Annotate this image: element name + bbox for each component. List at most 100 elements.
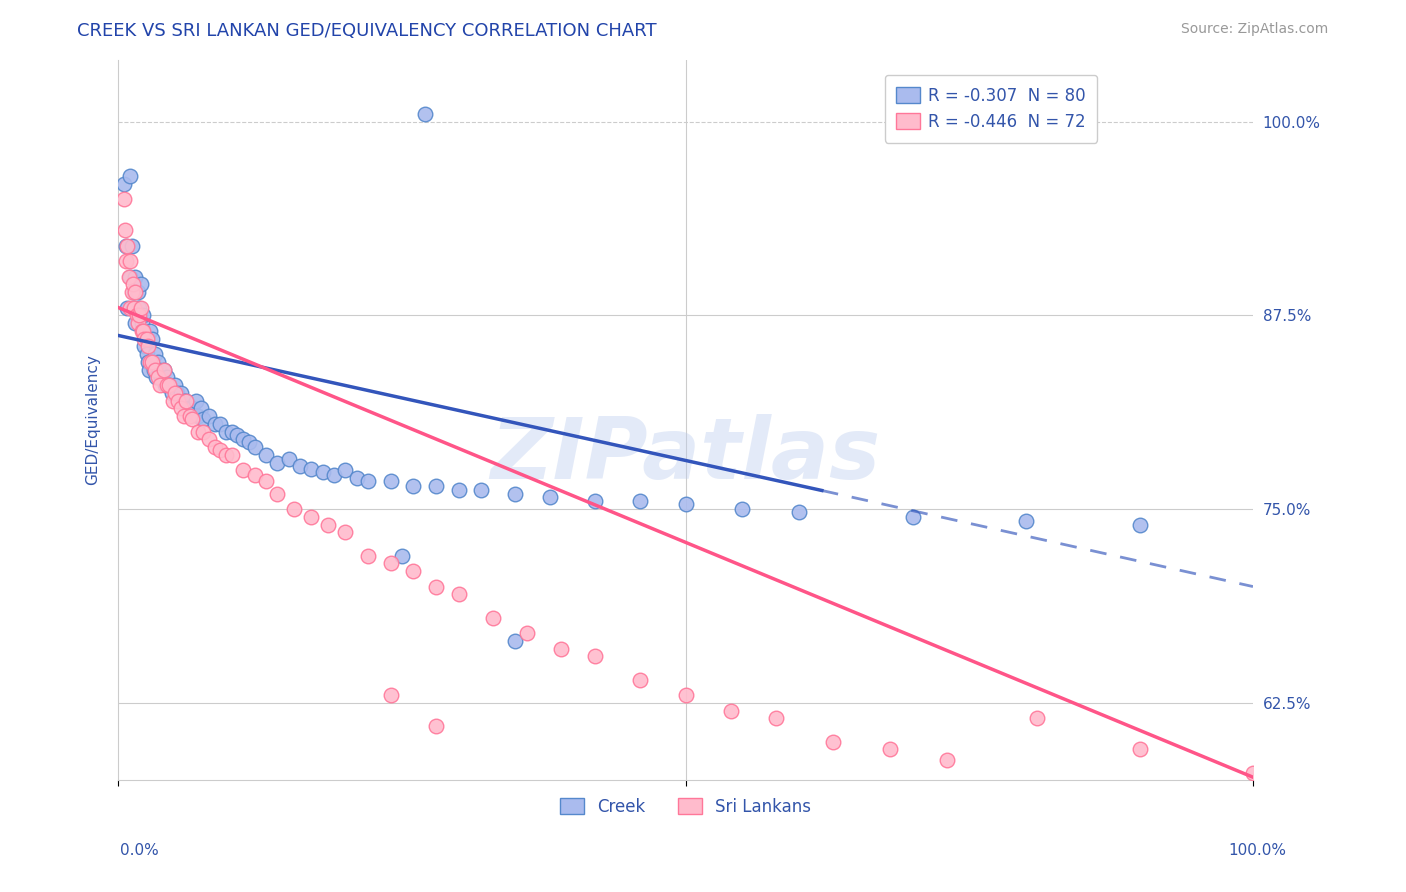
Point [447, 587, 470, 601]
Point [323, 467, 346, 482]
Point [391, 549, 413, 563]
Point [177, 401, 200, 416]
Point [124, 285, 146, 299]
Point [156, 370, 179, 384]
Point [1241, 765, 1264, 780]
Point [583, 649, 606, 664]
Point [516, 626, 538, 640]
Point [316, 517, 339, 532]
Point [121, 238, 143, 252]
Point [115, 238, 138, 252]
Point [157, 378, 180, 392]
Point [125, 309, 148, 323]
Point [204, 417, 226, 431]
Point [550, 641, 572, 656]
Point [935, 753, 957, 767]
Point [204, 440, 226, 454]
Point [901, 509, 924, 524]
Point [160, 385, 183, 400]
Point [1128, 742, 1150, 756]
Point [187, 425, 209, 439]
Point [402, 479, 425, 493]
Point [198, 409, 221, 423]
Point [145, 370, 167, 384]
Point [134, 332, 156, 346]
Text: Source: ZipAtlas.com: Source: ZipAtlas.com [1181, 22, 1329, 37]
Point [628, 494, 651, 508]
Point [117, 238, 139, 252]
Point [380, 557, 402, 571]
Point [425, 719, 447, 733]
Text: 0.0%: 0.0% [120, 843, 159, 858]
Point [538, 490, 561, 504]
Point [283, 502, 305, 516]
Point [193, 425, 215, 439]
Point [136, 339, 159, 353]
Point [167, 393, 190, 408]
Point [221, 448, 243, 462]
Point [166, 385, 188, 400]
Point [215, 448, 238, 462]
Point [209, 443, 232, 458]
Point [209, 417, 232, 431]
Point [115, 254, 138, 268]
Text: 100.0%: 100.0% [1229, 843, 1286, 858]
Point [505, 633, 527, 648]
Point [121, 285, 143, 299]
Point [335, 463, 357, 477]
Point [132, 309, 155, 323]
Point [238, 435, 260, 450]
Point [127, 316, 149, 330]
Point [112, 177, 135, 191]
Point [254, 474, 277, 488]
Point [232, 433, 254, 447]
Point [118, 254, 141, 268]
Point [148, 362, 170, 376]
Point [114, 223, 136, 237]
Point [152, 362, 174, 376]
Point [470, 483, 492, 498]
Point [135, 332, 157, 346]
Point [122, 285, 145, 299]
Point [122, 301, 145, 315]
Point [675, 497, 697, 511]
Point [346, 471, 368, 485]
Point [198, 433, 221, 447]
Point [141, 332, 163, 346]
Point [173, 409, 195, 423]
Point [221, 425, 243, 439]
Point [184, 393, 207, 408]
Point [720, 704, 742, 718]
Point [112, 192, 135, 206]
Point [193, 412, 215, 426]
Point [170, 385, 193, 400]
Point [118, 269, 141, 284]
Point [266, 456, 288, 470]
Point [254, 448, 277, 462]
Point [187, 409, 209, 423]
Point [153, 378, 176, 392]
Point [879, 742, 901, 756]
Point [135, 332, 157, 346]
Point [357, 474, 380, 488]
Point [165, 385, 187, 400]
Point [380, 474, 402, 488]
Point [628, 673, 651, 687]
Point [129, 277, 152, 292]
Point [787, 505, 810, 519]
Y-axis label: GED/Equivalency: GED/Equivalency [86, 354, 100, 485]
Point [139, 355, 162, 369]
Point [481, 610, 503, 624]
Point [505, 486, 527, 500]
Point [135, 347, 157, 361]
Point [156, 378, 179, 392]
Point [215, 425, 238, 439]
Point [181, 401, 204, 416]
Point [143, 362, 166, 376]
Point [447, 483, 470, 498]
Point [226, 427, 249, 442]
Point [139, 324, 162, 338]
Point [124, 269, 146, 284]
Point [1015, 515, 1038, 529]
Point [380, 688, 402, 702]
